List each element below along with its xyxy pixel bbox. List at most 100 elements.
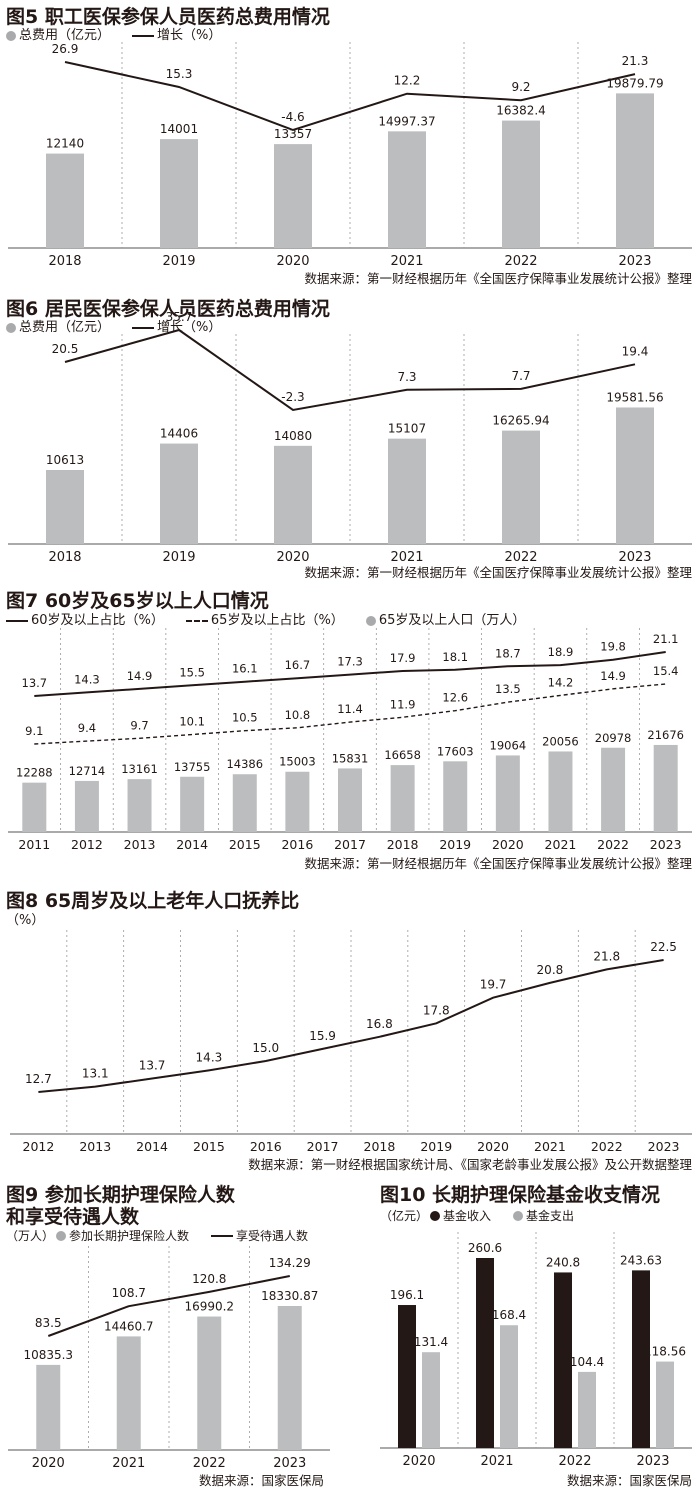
bar xyxy=(160,139,198,248)
line-value-label: 18.1 xyxy=(442,650,468,664)
line-value-label: 13.7 xyxy=(139,1059,166,1073)
x-tick-label: 2018 xyxy=(387,837,419,852)
bar-value-label: 14080 xyxy=(274,429,312,443)
bar-value-label: 196.1 xyxy=(390,1288,424,1302)
fig5-chart: 2018 2019 2020 2021 2022 2023 12140 14001 13357 1… xyxy=(8,42,692,269)
bar-value-label: 15831 xyxy=(332,751,369,765)
bar xyxy=(502,120,540,248)
fig10-legend: （亿元） 基金收入 基金支出 xyxy=(380,1208,575,1224)
bar-value-label: 19064 xyxy=(490,738,527,752)
bar xyxy=(502,430,540,544)
x-tick-label: 2016 xyxy=(250,1139,282,1154)
line-value-label: 15.0 xyxy=(252,1041,279,1055)
x-tick-label: 2020 xyxy=(492,837,524,852)
x-tick-label: 2021 xyxy=(534,1139,566,1154)
bar xyxy=(285,771,310,832)
bar xyxy=(232,774,257,832)
bar xyxy=(160,443,198,544)
bar-value-label: 12288 xyxy=(16,766,53,780)
bar xyxy=(338,768,362,832)
line-value-label: 20.5 xyxy=(52,342,79,356)
fig8-title: 图8 65周岁及以上老年人口抚养比 xyxy=(6,890,300,912)
line-value-label: 7.7 xyxy=(511,369,530,383)
fig7-source: 数据来源：第一财经根据历年《全国医疗保障事业发展统计公报》整理 xyxy=(304,856,692,871)
bar xyxy=(500,1325,518,1448)
bar-value-label: 14406 xyxy=(160,427,198,441)
x-tick-label: 2021 xyxy=(545,837,577,852)
bar-value-label: 20978 xyxy=(595,731,632,745)
line-value-label: 21.8 xyxy=(593,949,620,963)
x-tick-label: 2012 xyxy=(71,837,103,852)
bar-value-label: 13161 xyxy=(121,762,158,776)
fig9-chart: 2020 2021 2022 2023 10835.3 14460.7 16990.2 183… xyxy=(8,1246,330,1471)
bar-value-label: 20056 xyxy=(542,734,579,748)
line-value-label: 17.9 xyxy=(390,651,416,665)
bar-value-label: 14001 xyxy=(160,122,198,136)
line-value-label: 83.5 xyxy=(35,1316,62,1330)
line-value-label: 13.1 xyxy=(82,1067,109,1081)
fig8-unit: （%） xyxy=(6,913,45,928)
x-tick-label: 2021 xyxy=(480,1454,513,1469)
x-tick-label: 2022 xyxy=(504,550,537,565)
line-value-label: 12.7 xyxy=(25,1072,52,1086)
bar xyxy=(197,1316,222,1450)
fig5-legend-bar: 总费用（亿元） xyxy=(6,28,110,44)
x-tick-label: 2020 xyxy=(32,1456,65,1471)
bar-value-label: 168.4 xyxy=(492,1308,526,1322)
bar xyxy=(422,1352,440,1448)
bar xyxy=(443,761,468,832)
bar xyxy=(180,776,205,832)
bar xyxy=(46,153,84,248)
line-value-label: 9.4 xyxy=(78,721,96,735)
bar xyxy=(554,1272,572,1448)
x-tick-label: 2023 xyxy=(273,1456,306,1471)
bar xyxy=(274,144,312,248)
line-value-label: 15.4 xyxy=(653,664,679,678)
fig10-chart: 2020 2021 2022 2023 196.1 260.6 240.8 243.63 131… xyxy=(380,1232,692,1469)
bar xyxy=(46,470,84,544)
x-tick-label: 2022 xyxy=(558,1454,591,1469)
fig9-legend-line: 享受待遇人数 xyxy=(211,1228,308,1244)
fig9-title1: 图9 参加长期护理保险人数 xyxy=(6,1184,235,1206)
line-value-label: 21.3 xyxy=(622,54,649,68)
x-tick-label: 2021 xyxy=(112,1456,145,1471)
bar-value-label: 240.8 xyxy=(546,1255,580,1269)
x-tick-label: 2016 xyxy=(281,837,313,852)
bar-value-label: 13755 xyxy=(174,760,211,774)
x-tick-label: 2022 xyxy=(504,254,537,269)
x-tick-label: 2022 xyxy=(591,1139,623,1154)
line-value-label: 16.1 xyxy=(232,662,258,676)
bar xyxy=(548,751,573,832)
line-value-label: 10.5 xyxy=(232,711,258,725)
line-value-label: 12.2 xyxy=(394,74,421,88)
bar-value-label: 16265.94 xyxy=(492,414,549,428)
bar-value-label: 14460.7 xyxy=(104,1319,154,1333)
line-value-label: 15.3 xyxy=(166,67,193,81)
x-tick-label: 2020 xyxy=(402,1454,435,1469)
x-tick-label: 2020 xyxy=(276,550,309,565)
line-value-label: 18.9 xyxy=(548,645,574,659)
dashed-series-line xyxy=(34,683,666,745)
line-value-label: -4.6 xyxy=(281,110,304,124)
bar-value-label: 12140 xyxy=(46,137,84,151)
bar xyxy=(36,1364,61,1450)
x-tick-label: 2018 xyxy=(48,550,81,565)
line-value-label: 7.3 xyxy=(397,370,416,384)
line-value-label: 108.7 xyxy=(112,1286,146,1300)
fig5-legend-line: 增长（%） xyxy=(132,28,221,44)
bar xyxy=(656,1361,674,1448)
bar xyxy=(388,438,426,544)
line-value-label: 22.5 xyxy=(650,940,677,954)
fig9-source: 数据来源：国家医保局 xyxy=(198,1473,324,1488)
x-tick-label: 2023 xyxy=(648,1139,680,1154)
fig7-legend-65: 65岁及以上占比（%） xyxy=(185,613,344,629)
fig5-title: 图5 职工医保参保人员医药总费用情况 xyxy=(6,6,330,28)
x-tick-label: 2013 xyxy=(79,1139,111,1154)
bar-value-label: 12714 xyxy=(69,764,106,778)
series-line xyxy=(64,328,636,412)
line-value-label: 19.8 xyxy=(600,640,626,654)
fig7-title: 图7 60岁及65岁以上人口情况 xyxy=(6,590,269,612)
x-tick-label: 2023 xyxy=(636,1454,669,1469)
fig10-legend-in: 基金收入 xyxy=(430,1208,491,1224)
line-value-label: 19.4 xyxy=(622,344,649,358)
